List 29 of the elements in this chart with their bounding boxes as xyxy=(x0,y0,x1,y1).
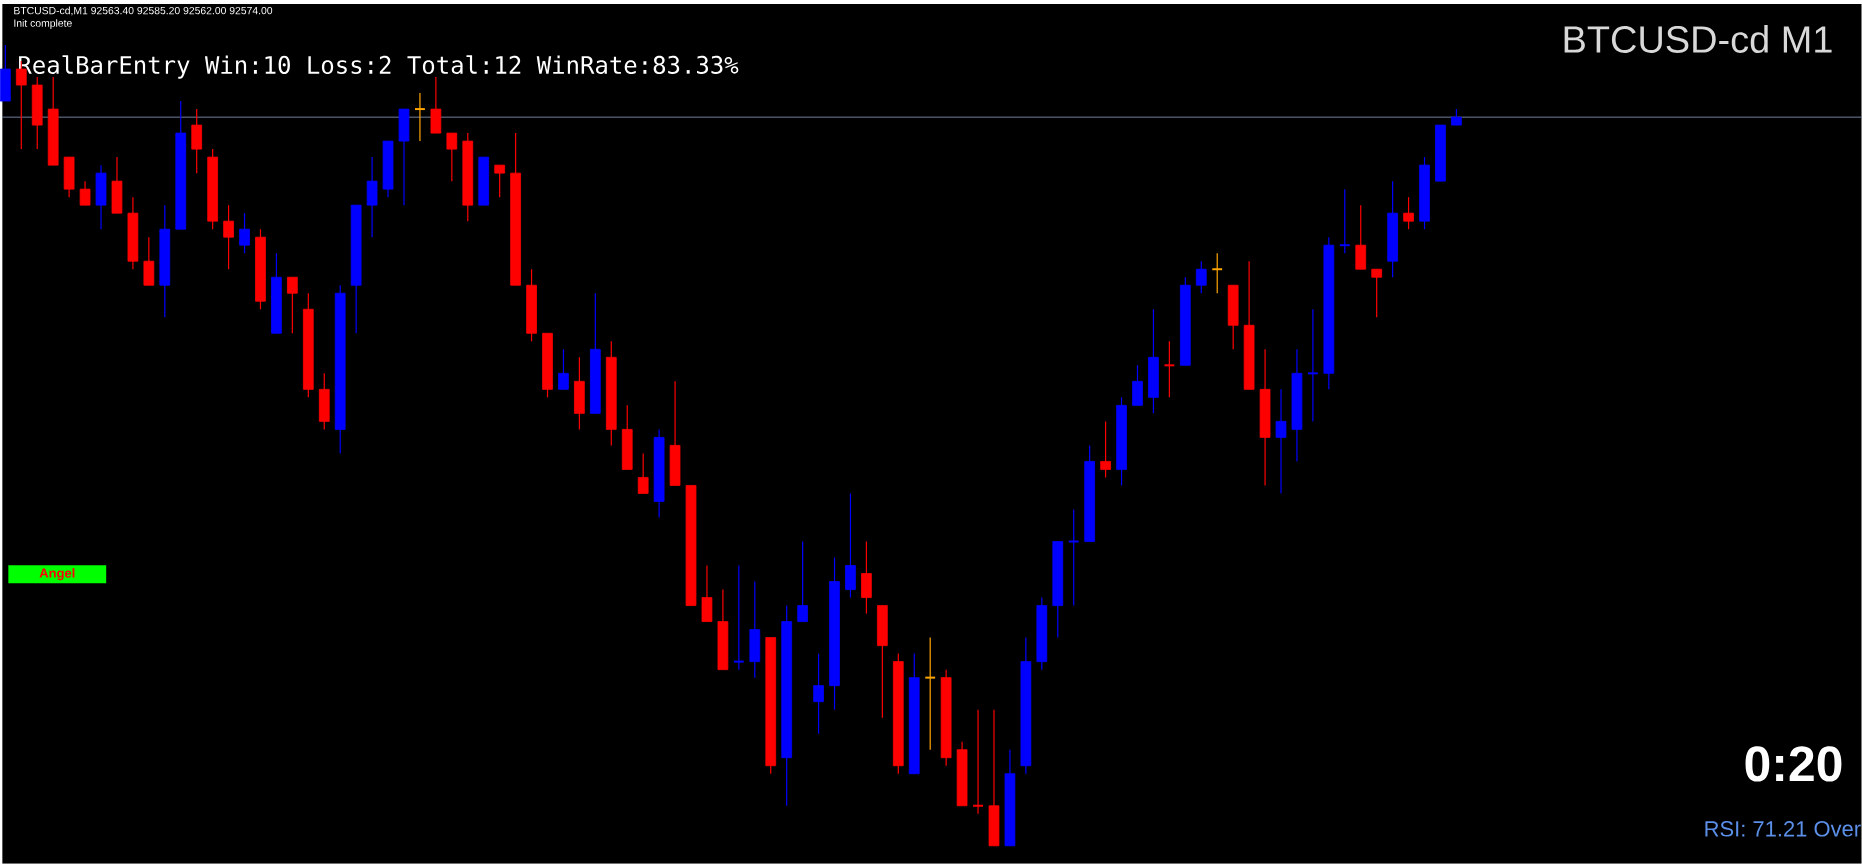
candlestick xyxy=(1211,252,1224,294)
candlestick xyxy=(494,164,506,198)
candlestick xyxy=(1306,308,1319,423)
text: BTCUSD-cd,M1 92563.40 92585.20 92562.00 92574.00 xyxy=(14,6,273,16)
candlestick xyxy=(924,637,937,751)
candlestick xyxy=(223,204,234,270)
candlestick xyxy=(1338,188,1351,254)
candlestick xyxy=(446,132,458,182)
candlestick xyxy=(1275,388,1287,495)
candlestick xyxy=(732,565,745,671)
candlestick xyxy=(813,653,824,735)
text: Init complete xyxy=(14,19,72,29)
candlestick xyxy=(972,709,984,815)
candlestick xyxy=(1403,196,1414,230)
candlestick xyxy=(287,276,298,334)
text: BTCUSD-cd M1 xyxy=(1564,25,1832,54)
candlestick xyxy=(637,452,649,495)
candlestick xyxy=(797,541,808,623)
candlestick xyxy=(1195,260,1207,294)
candlestick xyxy=(79,180,91,206)
candlestick xyxy=(1100,420,1111,479)
text: RSI: 71.21 Over xyxy=(1705,821,1861,837)
annotation: Angel xyxy=(39,568,75,581)
candlestick xyxy=(1163,340,1176,399)
candlestick xyxy=(413,92,426,142)
candlestick xyxy=(239,212,250,254)
candlestick xyxy=(1371,268,1383,318)
candlestick xyxy=(558,348,569,391)
text: 0:20 xyxy=(1745,746,1842,782)
